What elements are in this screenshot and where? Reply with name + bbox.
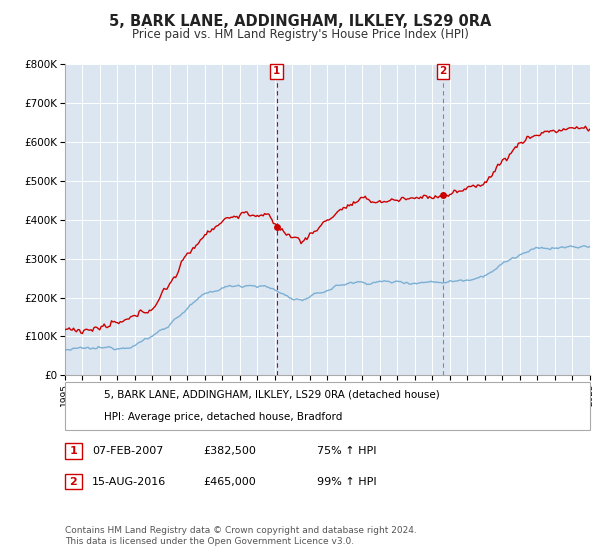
Text: 1: 1 xyxy=(70,446,77,456)
Text: 75% ↑ HPI: 75% ↑ HPI xyxy=(317,446,376,456)
Text: HPI: Average price, detached house, Bradford: HPI: Average price, detached house, Brad… xyxy=(104,412,342,422)
Text: £382,500: £382,500 xyxy=(203,446,256,456)
Text: 1: 1 xyxy=(273,66,280,76)
Text: 07-FEB-2007: 07-FEB-2007 xyxy=(92,446,163,456)
Text: 5, BARK LANE, ADDINGHAM, ILKLEY, LS29 0RA: 5, BARK LANE, ADDINGHAM, ILKLEY, LS29 0R… xyxy=(109,14,491,29)
Text: £465,000: £465,000 xyxy=(203,477,256,487)
Text: 2: 2 xyxy=(70,477,77,487)
Text: 5, BARK LANE, ADDINGHAM, ILKLEY, LS29 0RA (detached house): 5, BARK LANE, ADDINGHAM, ILKLEY, LS29 0R… xyxy=(104,390,440,400)
Text: Price paid vs. HM Land Registry's House Price Index (HPI): Price paid vs. HM Land Registry's House … xyxy=(131,28,469,41)
Text: 2: 2 xyxy=(440,66,447,76)
Text: 15-AUG-2016: 15-AUG-2016 xyxy=(92,477,166,487)
Text: Contains HM Land Registry data © Crown copyright and database right 2024.
This d: Contains HM Land Registry data © Crown c… xyxy=(65,526,416,546)
Text: 99% ↑ HPI: 99% ↑ HPI xyxy=(317,477,376,487)
